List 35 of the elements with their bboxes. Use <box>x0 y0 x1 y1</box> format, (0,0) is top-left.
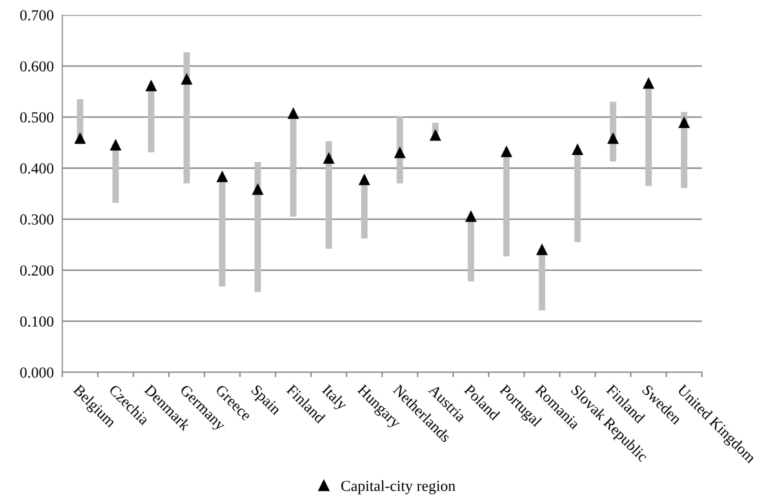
point <box>678 116 690 128</box>
y-tick-label: 0.100 <box>20 316 54 327</box>
point <box>287 107 300 119</box>
y-tick-label: 0.600 <box>20 61 54 72</box>
point <box>74 132 86 144</box>
point <box>216 170 228 182</box>
point <box>607 132 619 144</box>
point <box>252 183 264 195</box>
bar <box>148 85 154 152</box>
legend-label: Capital-city region <box>341 480 456 494</box>
bar <box>183 52 190 184</box>
y-tick-label: 0.500 <box>20 112 54 123</box>
point <box>572 143 584 156</box>
point <box>465 210 477 222</box>
point <box>180 73 192 85</box>
point <box>145 80 157 92</box>
bar <box>645 82 652 186</box>
point <box>322 152 335 164</box>
y-tick-label: 0.700 <box>20 10 54 21</box>
y-tick-label: 0.200 <box>20 265 54 276</box>
bar <box>326 141 332 249</box>
bar <box>468 216 474 282</box>
point <box>394 146 406 158</box>
point <box>500 145 512 158</box>
point <box>110 138 122 150</box>
point <box>358 174 370 186</box>
y-tick-label: 0.000 <box>20 367 54 378</box>
bar <box>112 144 119 203</box>
y-tick-label: 0.400 <box>20 163 54 174</box>
point <box>642 77 654 89</box>
bar <box>76 99 84 138</box>
point <box>430 129 442 141</box>
bar <box>254 162 261 292</box>
point <box>536 243 548 256</box>
y-tick-label: 0.300 <box>20 214 54 225</box>
